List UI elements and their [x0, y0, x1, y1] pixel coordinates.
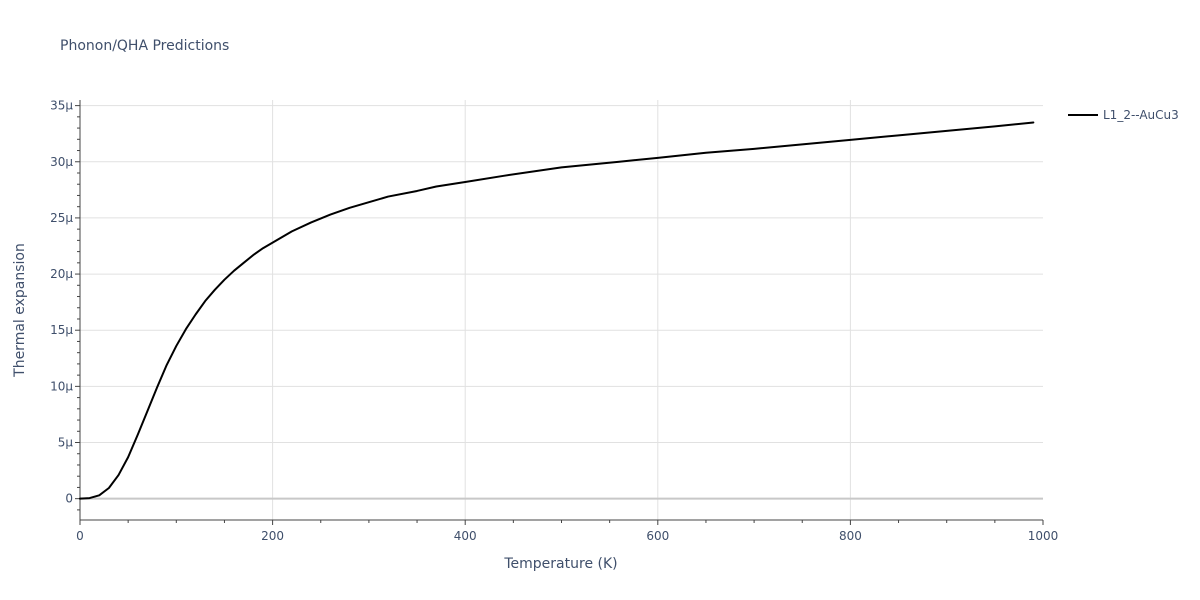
- y-axis-title: Thermal expansion: [12, 243, 28, 378]
- y-tick-label: 25μ: [50, 211, 73, 225]
- series-layer: [79, 121, 1035, 500]
- y-tick-label: 30μ: [50, 155, 73, 169]
- series-line-l1-2-aucu3[interactable]: [79, 121, 1035, 500]
- x-tick-label: 0: [76, 529, 84, 543]
- y-tick-label: 15μ: [50, 323, 73, 337]
- x-axis-title: Temperature (K): [503, 556, 617, 572]
- x-tick-label: 200: [261, 529, 284, 543]
- y-tick-label: 10μ: [50, 379, 73, 393]
- y-tick-label: 35μ: [50, 99, 73, 113]
- axes-layer: 0 200 400 600 800 1000 0 5μ 10μ 15μ 20μ 25μ 30μ 35μ: [50, 99, 1058, 543]
- legend[interactable]: L1_2--AuCu3: [1068, 108, 1179, 122]
- x-tick-label: 1000: [1028, 529, 1059, 543]
- x-tick-label: 400: [454, 529, 477, 543]
- chart-title: Phonon/QHA Predictions: [60, 38, 229, 54]
- y-tick-label: 0: [65, 492, 73, 506]
- x-tick-label: 600: [646, 529, 669, 543]
- grid-layer: [80, 100, 1043, 520]
- x-tick-label: 800: [839, 529, 862, 543]
- y-tick-label: 5μ: [58, 436, 74, 450]
- y-tick-label: 20μ: [50, 267, 73, 281]
- legend-label-l1-2-aucu3: L1_2--AuCu3: [1103, 108, 1179, 122]
